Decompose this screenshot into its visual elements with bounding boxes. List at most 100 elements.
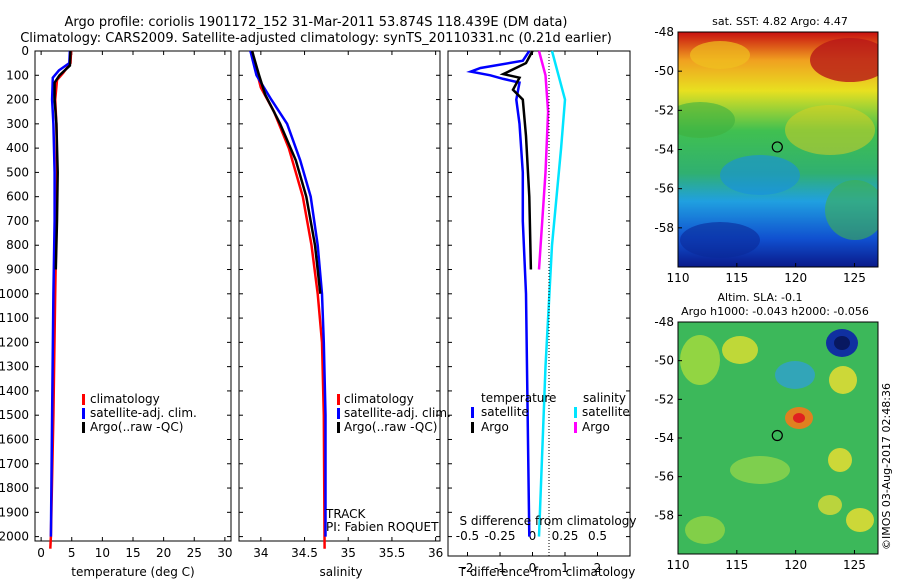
pi-label: PI: Fabien ROQUET: [326, 520, 439, 534]
depth-tick-label: 800: [6, 238, 29, 252]
x-tick-label: 34: [253, 546, 268, 560]
sla-map-title-1: Altim. SLA: -0.1: [717, 291, 802, 304]
top-x-tick-label: -0.5: [456, 529, 479, 543]
depth-tick-label: 1300: [0, 360, 29, 374]
depth-tick-label: 1500: [0, 408, 29, 422]
map-y-tick-label: -54: [654, 431, 674, 445]
map-y-tick-label: -48: [654, 25, 674, 39]
temperature-legend: climatology satellite-adj. clim. Argo(..…: [82, 392, 197, 434]
map-x-tick-label: 120: [784, 271, 807, 285]
salinity-panel: 34 34.5 35 35.5 36 salinity climatology sate…: [238, 50, 451, 579]
depth-tick-label: 500: [6, 165, 29, 179]
argo-location-marker: [771, 429, 783, 442]
x-tick-label: 10: [95, 546, 110, 560]
series-line-t-satellite: [466, 50, 531, 537]
x-tick-label: -1: [494, 561, 506, 575]
map-y-tick-label: -58: [654, 508, 674, 522]
map-y-tick-label: -50: [654, 354, 674, 368]
depth-tick-label: 700: [6, 214, 29, 228]
map-x-tick-label: 115: [725, 558, 748, 572]
legend-label-climatology: climatology: [90, 392, 160, 406]
map-x-tick-label: 120: [784, 558, 807, 572]
legend-label-t-argo: Argo: [481, 420, 509, 434]
series-line-argo: [53, 50, 72, 270]
sst-map-panel: sat. SST: 4.82 Argo: 4.47 110 115 120 125 -4…: [654, 15, 879, 285]
depth-tick-label: 1800: [0, 481, 29, 495]
map-y-tick-label: -56: [654, 470, 674, 484]
depth-tick-label: 1200: [0, 335, 29, 349]
temperature-panel: 0100200300400500600700800900100011001200…: [0, 44, 233, 579]
legend-title-salinity: salinity: [583, 391, 626, 405]
legend-swatch-t-argo: [471, 422, 474, 433]
depth-tick-label: 1400: [0, 384, 29, 398]
series-line-s-argo: [537, 50, 550, 270]
x-tick-label: 5: [68, 546, 76, 560]
top-x-tick-label: -0.25: [484, 529, 515, 543]
x-tick-label: 0: [529, 561, 537, 575]
depth-tick-label: 1600: [0, 432, 29, 446]
series-line-satellite-adj-clim-: [249, 50, 327, 537]
x-tick-label: 34.5: [291, 546, 318, 560]
legend-swatch-climatology: [337, 394, 340, 405]
series-line-argo: [250, 50, 322, 294]
depth-tick-label: 1100: [0, 311, 29, 325]
depth-tick-label: 2000: [0, 530, 29, 544]
difference-axes: [447, 50, 631, 557]
depth-tick-label: 200: [6, 93, 29, 107]
legend-swatch-argo: [82, 422, 85, 433]
series-line-s-satellite: [537, 50, 567, 537]
salinity-axes: [238, 50, 441, 542]
legend-label-climatology: climatology: [344, 392, 414, 406]
depth-tick-label: 100: [6, 68, 29, 82]
imos-stamp: ©IMOS 03-Aug-2017 02:48:36: [880, 383, 893, 550]
map-y-tick-label: -56: [654, 182, 674, 196]
x-tick-label: 15: [125, 546, 140, 560]
x-tick-label: -2: [462, 561, 474, 575]
legend-swatch-s-satellite: [574, 407, 577, 418]
difference-legend: temperature salinity satellite Argo sate…: [471, 391, 630, 434]
top-x-tick-label: 0.5: [588, 529, 607, 543]
x-tick-label: 0: [37, 546, 45, 560]
depth-tick-label: 1900: [0, 505, 29, 519]
map-x-tick-label: 125: [843, 271, 866, 285]
sla-map-panel: Altim. SLA: -0.1 Argo h1000: -0.043 h200…: [654, 291, 879, 572]
sla-heatmap: [678, 322, 878, 554]
track-label: TRACK: [325, 507, 367, 521]
depth-tick-label: 1700: [0, 457, 29, 471]
depth-tick-label: 300: [6, 117, 29, 131]
sst-map-title: sat. SST: 4.82 Argo: 4.47: [712, 15, 848, 28]
legend-title-temperature: temperature: [481, 391, 556, 405]
depth-tick-label: 0: [21, 44, 29, 58]
argo-location-marker: [771, 141, 783, 153]
x-tick-label: 25: [187, 546, 202, 560]
map-y-tick-label: -58: [654, 221, 674, 235]
series-line-t-argo: [499, 50, 534, 270]
sla-map-title-2: Argo h1000: -0.043 h2000: -0.056: [681, 305, 869, 318]
depth-tick-label: 900: [6, 263, 29, 277]
temperature-xlabel: temperature (deg C): [71, 565, 194, 579]
legend-swatch-satellite: [82, 408, 85, 419]
salinity-xlabel: salinity: [319, 565, 362, 579]
legend-label-satellite: satellite-adj. clim.: [90, 406, 197, 420]
legend-swatch-argo: [337, 422, 340, 433]
temperature-axes: [34, 50, 232, 542]
map-x-tick-label: 125: [843, 558, 866, 572]
legend-swatch-climatology: [82, 394, 85, 405]
x-tick-label: 1: [561, 561, 569, 575]
map-y-tick-label: -48: [654, 315, 674, 329]
depth-tick-label: 600: [6, 190, 29, 204]
salinity-legend: climatology satellite-adj. clim. Argo(..…: [337, 392, 451, 434]
legend-label-s-argo: Argo: [582, 420, 610, 434]
series-line-satellite-adj-clim-: [49, 50, 72, 537]
map-y-tick-label: -50: [654, 64, 674, 78]
legend-label-satellite: satellite-adj. clim.: [344, 406, 451, 420]
legend-swatch-t-satellite: [471, 407, 474, 418]
map-y-tick-label: -52: [654, 392, 674, 406]
difference-panel: -2 -1 0 1 2 -0.5 -0.25 0 0.25 0.5 S difference fr…: [447, 50, 636, 579]
top-x-tick-label: 0.25: [552, 529, 579, 543]
x-tick-label: 30: [217, 546, 232, 560]
legend-label-t-satellite: satellite: [481, 405, 529, 419]
x-tick-label: 35.5: [379, 546, 406, 560]
x-tick-label: 36: [428, 546, 443, 560]
